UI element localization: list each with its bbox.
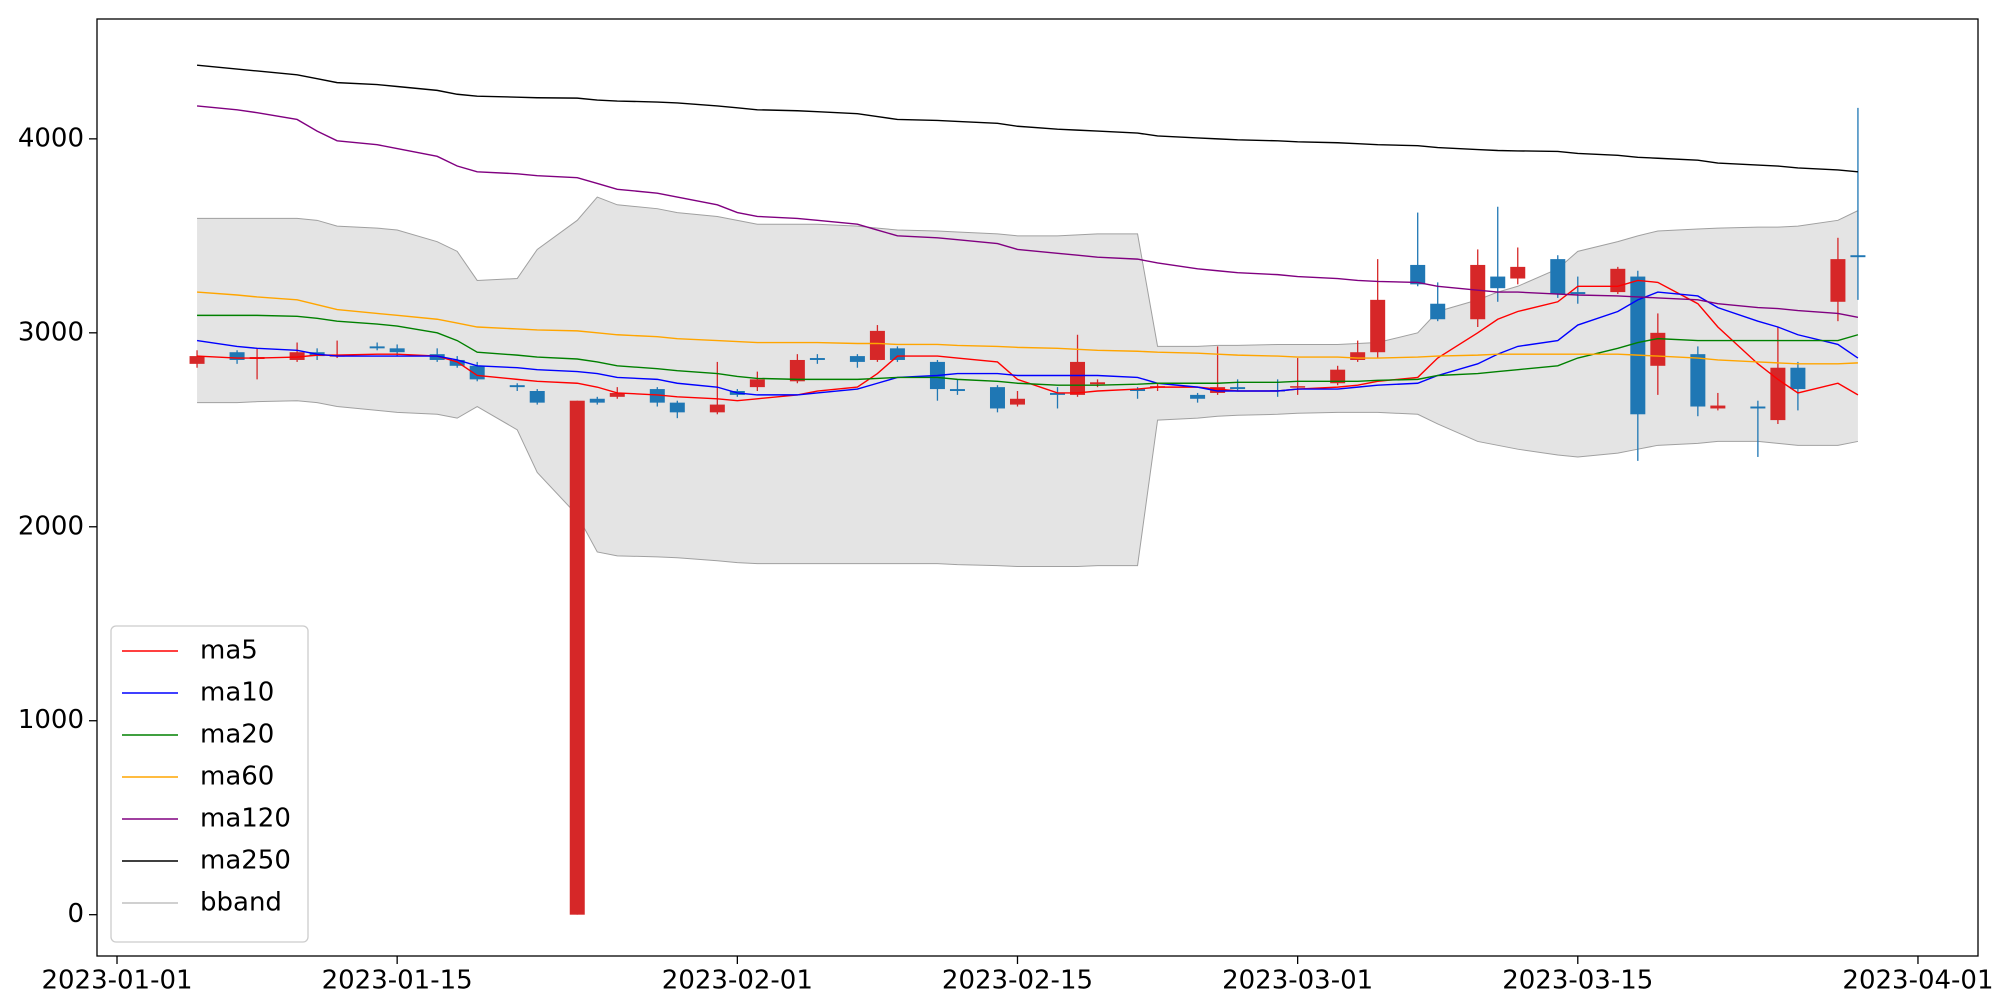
y-tick-label: 4000 <box>18 123 84 153</box>
legend-label: ma20 <box>200 720 274 750</box>
candle-body <box>429 354 445 360</box>
ma-line <box>196 105 1859 318</box>
candle-body <box>709 404 725 413</box>
candle-body <box>1570 292 1586 295</box>
x-tick-label: 2023-04-01 <box>1842 966 1993 996</box>
candle-body <box>1009 398 1025 405</box>
candle-body <box>1490 276 1506 289</box>
candle-body <box>1410 264 1426 285</box>
x-tick-label: 2023-01-01 <box>41 966 192 996</box>
candle-body <box>1830 259 1846 302</box>
candle-body <box>1370 299 1386 353</box>
candle-body <box>1430 303 1446 320</box>
candle-body <box>789 359 805 382</box>
x-tick-label: 2023-02-01 <box>662 966 813 996</box>
x-tick-label: 2023-03-15 <box>1502 966 1653 996</box>
candle-body <box>1090 382 1106 385</box>
candle-body <box>1770 367 1786 421</box>
candle-body <box>1210 387 1226 393</box>
legend-label: ma60 <box>200 762 274 792</box>
candle-body <box>529 391 545 403</box>
candle-body <box>1470 264 1486 320</box>
ma-line <box>196 291 1859 396</box>
candle-body <box>1070 361 1086 395</box>
candle-body <box>1190 394 1206 399</box>
bband-area <box>197 197 1858 567</box>
plot-area <box>189 64 1866 915</box>
candle-body <box>289 352 305 360</box>
candle-body <box>1230 387 1246 390</box>
y-tick-label: 0 <box>67 899 84 929</box>
candle-body <box>1330 369 1346 384</box>
candle-body <box>669 402 685 413</box>
candle-body <box>889 348 905 360</box>
candle-body <box>749 379 765 388</box>
candle-body <box>189 356 205 364</box>
ma-line <box>197 279 1859 402</box>
axes: 0 1000 2000 3000 4000 2023-01-01 2023-01-15 202… <box>18 123 1994 995</box>
x-tick-label: 2023-01-15 <box>322 966 473 996</box>
x-tick-label: 2023-02-15 <box>942 966 1093 996</box>
candle-body <box>1610 268 1626 293</box>
candle-body <box>1510 266 1526 279</box>
candle-body <box>589 398 605 403</box>
legend-label: ma5 <box>200 636 258 666</box>
candle-body <box>1750 406 1766 409</box>
candle-body <box>609 392 625 397</box>
legend-label: ma120 <box>200 804 291 834</box>
candle-body <box>569 400 585 915</box>
x-tick-label: 2023-03-01 <box>1222 966 1373 996</box>
candle-body <box>1710 405 1726 409</box>
candle-body <box>229 352 245 360</box>
candle-body <box>649 389 665 403</box>
ma-line <box>196 64 1859 173</box>
legend-label: ma250 <box>200 846 291 876</box>
ma-line <box>197 314 1859 386</box>
candle-body <box>869 330 885 360</box>
candle-body <box>1650 332 1666 366</box>
candle-body <box>1050 392 1066 395</box>
y-tick-label: 1000 <box>18 705 84 735</box>
ma-line <box>197 291 1858 365</box>
legend-label: ma10 <box>200 678 274 708</box>
candle-body <box>1550 259 1566 295</box>
candle-body <box>1350 352 1366 360</box>
candle-body <box>1130 389 1146 392</box>
y-tick-label: 3000 <box>18 317 84 347</box>
y-tick-label: 2000 <box>18 511 84 541</box>
candle-body <box>809 358 825 360</box>
legend: ma5 ma10 ma20 ma60 ma120 ma250 bband <box>110 625 309 943</box>
bband-upper <box>197 196 1859 347</box>
axes-frame <box>96 18 1979 957</box>
candle-body <box>1290 386 1306 388</box>
candle-body <box>389 348 405 353</box>
candle-body <box>449 359 465 366</box>
candle-body <box>1690 354 1706 407</box>
candle-body <box>989 387 1005 409</box>
legend-label: bband <box>200 888 282 918</box>
candle-body <box>369 346 385 349</box>
candle-body <box>1790 367 1806 390</box>
candle-body <box>849 356 865 362</box>
bband-lower <box>197 400 1859 568</box>
candle-body <box>509 385 525 388</box>
candle-body <box>1850 255 1866 258</box>
legend-box <box>110 625 309 943</box>
candle-body <box>949 389 965 392</box>
candle-body <box>1630 276 1646 415</box>
